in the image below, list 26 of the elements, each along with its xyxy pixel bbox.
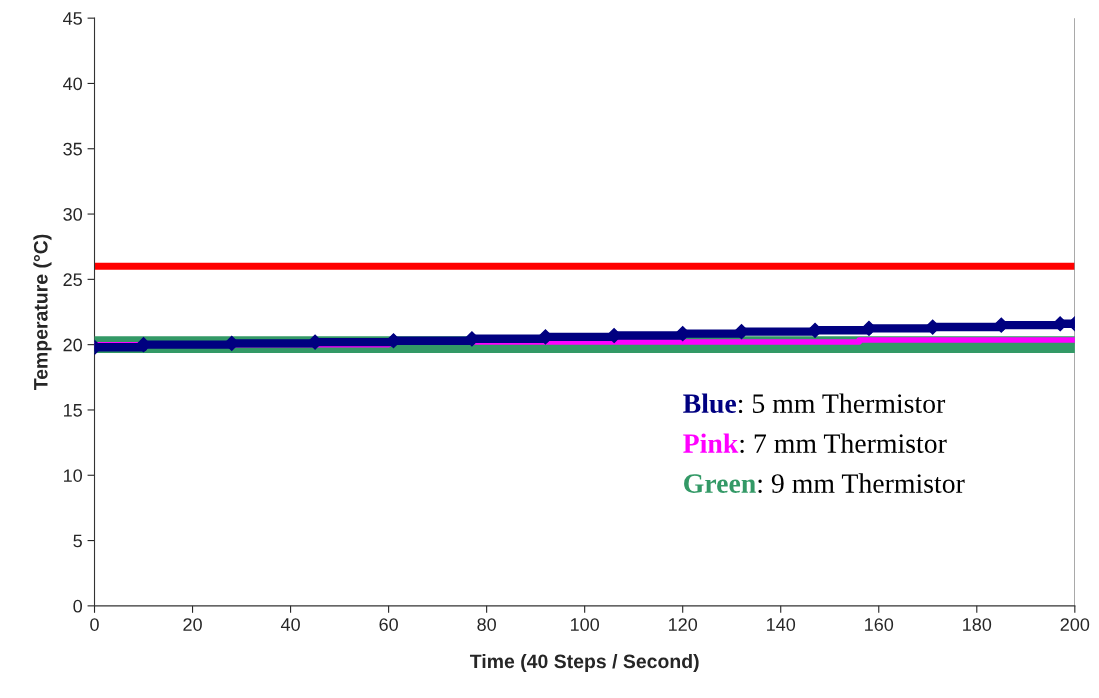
x-tick-label: 120 [669, 618, 698, 631]
y-tick-label: 0 [73, 599, 82, 613]
text: Pink: 7 mm Thermistor [683, 433, 947, 454]
x-tick-label: 0 [90, 618, 99, 631]
x-axis-title: Time (40 Steps / Second) [469, 653, 699, 673]
text: Green: 9 mm Thermistor [684, 473, 965, 494]
x-tick-label: 140 [767, 618, 796, 631]
x-tick-label: 160 [865, 618, 894, 631]
x-tick-label: 40 [280, 618, 300, 631]
y-tick-label: 30 [63, 207, 82, 221]
y-tick-label: 15 [64, 404, 82, 417]
x-tick-label: 200 [1060, 618, 1090, 631]
y-tick-label: 35 [63, 142, 82, 156]
x-tick-label: 180 [963, 618, 992, 631]
x-tick-label: 80 [477, 618, 496, 631]
series-label: Blue: 5 mm Thermistor [683, 393, 946, 414]
y-tick-label: 45 [63, 12, 82, 25]
y-tick-label: 40 [63, 77, 82, 91]
x-tick-label: 60 [379, 618, 398, 631]
y-tick-label: 20 [63, 338, 82, 352]
x-tick-label: 20 [183, 618, 202, 631]
y-tick-label: 25 [63, 273, 82, 287]
y-tick-label: 5 [73, 534, 82, 548]
y-tick-label: 10 [64, 469, 82, 482]
y-axis-title: Temperature (°C) [33, 234, 52, 391]
x-tick-label: 100 [570, 618, 600, 631]
